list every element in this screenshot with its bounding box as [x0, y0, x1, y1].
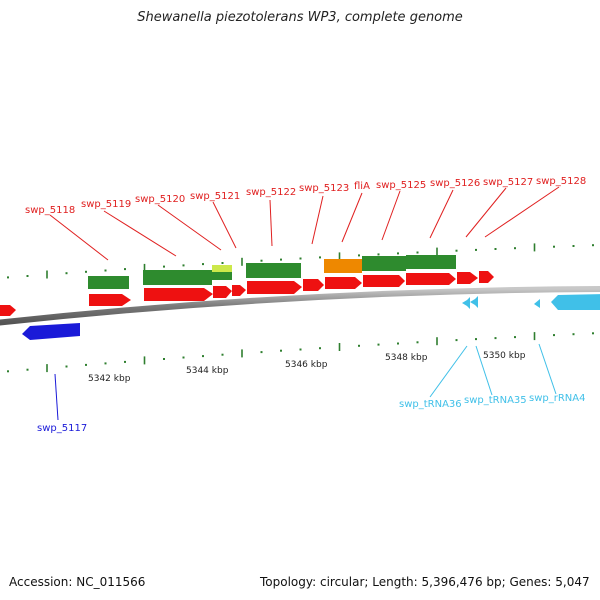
- cds-block[interactable]: [143, 270, 212, 285]
- gene-label[interactable]: swp_5125: [376, 180, 426, 191]
- gene-arrows: [0, 271, 494, 316]
- page-title: Shewanella piezotolerans WP3, complete g…: [137, 10, 463, 25]
- rna-label[interactable]: swp_tRNA35: [464, 395, 527, 406]
- trna-arrow[interactable]: [470, 296, 478, 308]
- scale-labels: 5342 kbp 5344 kbp 5346 kbp 5348 kbp 5350…: [88, 351, 526, 384]
- gene-arrow[interactable]: [247, 281, 302, 294]
- gene-label[interactable]: swp_5123: [299, 183, 349, 194]
- scale-label: 5346 kbp: [285, 360, 328, 370]
- genome-summary-text: Topology: circular; Length: 5,396,476 bp…: [260, 575, 590, 589]
- gene-arrow[interactable]: [232, 285, 246, 296]
- rna-label[interactable]: swp_tRNA36: [399, 399, 462, 410]
- gene-arrow[interactable]: [457, 272, 478, 284]
- reverse-gene-label[interactable]: swp_5117: [37, 423, 87, 434]
- cds-block[interactable]: [88, 276, 129, 289]
- gene-arrow[interactable]: [303, 279, 324, 291]
- gene-label[interactable]: swp_5128: [536, 176, 586, 187]
- reverse-gene-leader: [54, 373, 59, 421]
- gene-arrow[interactable]: [0, 305, 16, 316]
- accession-text: Accession: NC_011566: [9, 575, 146, 589]
- cds-block[interactable]: [212, 272, 232, 280]
- gene-label[interactable]: swp_5121: [190, 191, 240, 202]
- gene-label[interactable]: swp_5119: [81, 199, 131, 210]
- gene-arrow[interactable]: [213, 286, 232, 298]
- cds-block-orange[interactable]: [324, 259, 362, 273]
- gene-label[interactable]: swp_5127: [483, 177, 533, 188]
- gene-labels: swp_5118 swp_5119 swp_5120 swp_5121 swp_…: [25, 176, 586, 216]
- cds-track: [88, 255, 456, 289]
- cds-block[interactable]: [406, 255, 456, 269]
- gene-label[interactable]: swp_5120: [135, 194, 185, 205]
- gene-label[interactable]: swp_5122: [246, 187, 296, 198]
- rna-label-leaders: [429, 343, 557, 398]
- scale-label: 5342 kbp: [88, 374, 131, 384]
- cds-block-yellow[interactable]: [212, 265, 232, 272]
- rna-labels: swp_tRNA36 swp_tRNA35 swp_rRNA4: [399, 393, 585, 410]
- gene-arrow[interactable]: [144, 288, 213, 301]
- cds-block[interactable]: [246, 263, 301, 278]
- outer-scale-ticks: [7, 243, 594, 279]
- rna-label[interactable]: swp_rRNA4: [529, 393, 585, 404]
- gene-label[interactable]: fliA: [354, 181, 370, 192]
- scale-label: 5350 kbp: [483, 351, 526, 361]
- gene-arrow[interactable]: [406, 273, 456, 285]
- gene-arrow[interactable]: [325, 277, 362, 289]
- scale-label: 5344 kbp: [186, 366, 229, 376]
- genome-backbone: [0, 286, 600, 326]
- trna-arrow[interactable]: [534, 299, 540, 308]
- rna-features: [462, 294, 600, 310]
- inner-scale-ticks: [7, 332, 594, 373]
- scale-label: 5348 kbp: [385, 353, 428, 363]
- gene-label[interactable]: swp_5126: [430, 178, 480, 189]
- gene-label[interactable]: swp_5118: [25, 205, 75, 216]
- gene-arrow[interactable]: [89, 294, 131, 306]
- gene-arrow[interactable]: [363, 275, 405, 287]
- reverse-gene-arrow[interactable]: [22, 323, 80, 340]
- trna-arrow[interactable]: [462, 297, 470, 309]
- gene-arrow[interactable]: [479, 271, 494, 283]
- gene-label-leaders: [49, 186, 560, 261]
- cds-block[interactable]: [362, 256, 406, 271]
- rrna-arrow[interactable]: [551, 294, 600, 310]
